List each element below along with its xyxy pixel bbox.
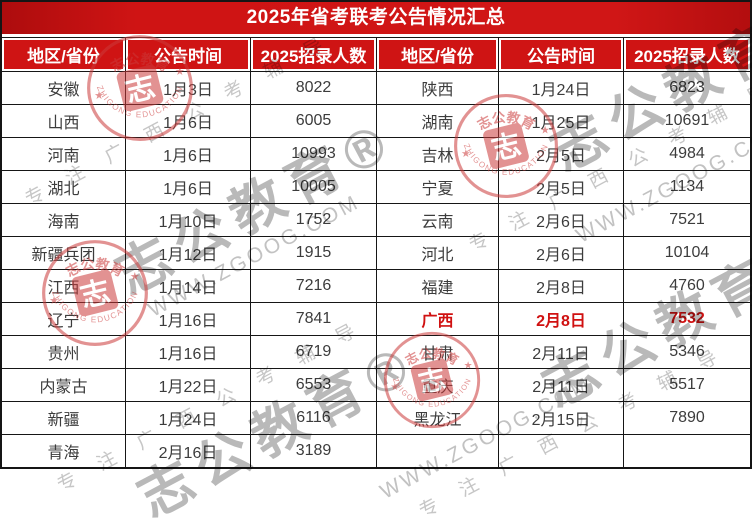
count-cell: 10104	[623, 236, 750, 269]
date-cell	[498, 434, 623, 467]
region-cell: 内蒙古	[2, 368, 125, 401]
col-header-region-left: 地区/省份	[2, 37, 125, 71]
region-cell: 湖南	[376, 104, 498, 137]
count-cell: 10005	[250, 170, 376, 203]
region-cell: 湖北	[2, 170, 125, 203]
region-cell: 吉林	[376, 137, 498, 170]
date-cell: 1月6日	[125, 137, 250, 170]
date-cell: 1月25日	[498, 104, 623, 137]
region-cell: 新疆	[2, 401, 125, 434]
region-cell: 陕西	[376, 71, 498, 104]
region-cell: 甘肃	[376, 335, 498, 368]
date-cell: 2月5日	[498, 170, 623, 203]
region-cell: 广西	[376, 302, 498, 335]
date-cell: 2月11日	[498, 335, 623, 368]
count-cell: 8022	[250, 71, 376, 104]
table-title: 2025年省考联考公告情况汇总	[2, 2, 750, 37]
count-cell: 6719	[250, 335, 376, 368]
count-cell: 4984	[623, 137, 750, 170]
table-grid: 地区/省份 公告时间 2025招录人数 地区/省份 公告时间 2025招录人数 …	[2, 37, 750, 467]
region-cell: 河南	[2, 137, 125, 170]
region-cell: 云南	[376, 203, 498, 236]
date-cell: 1月24日	[498, 71, 623, 104]
date-cell: 1月24日	[125, 401, 250, 434]
count-cell: 1752	[250, 203, 376, 236]
date-cell: 2月15日	[498, 401, 623, 434]
date-cell: 1月10日	[125, 203, 250, 236]
region-cell	[376, 434, 498, 467]
date-cell: 1月22日	[125, 368, 250, 401]
date-cell: 1月3日	[125, 71, 250, 104]
count-cell: 6005	[250, 104, 376, 137]
count-cell: 4760	[623, 269, 750, 302]
region-cell: 安徽	[2, 71, 125, 104]
region-cell: 海南	[2, 203, 125, 236]
count-cell: 6823	[623, 71, 750, 104]
date-cell: 1月12日	[125, 236, 250, 269]
count-cell: 7841	[250, 302, 376, 335]
region-cell: 山西	[2, 104, 125, 137]
date-cell: 2月11日	[498, 368, 623, 401]
region-cell: 青海	[2, 434, 125, 467]
date-cell: 2月16日	[125, 434, 250, 467]
col-header-date-left: 公告时间	[125, 37, 250, 71]
count-cell: 6116	[250, 401, 376, 434]
count-cell: 5517	[623, 368, 750, 401]
count-cell: 7532	[623, 302, 750, 335]
col-header-count-left: 2025招录人数	[250, 37, 376, 71]
count-cell	[623, 434, 750, 467]
exam-summary-table: 2025年省考联考公告情况汇总 地区/省份 公告时间 2025招录人数 地区/省…	[0, 0, 752, 469]
region-cell: 重庆	[376, 368, 498, 401]
region-cell: 江西	[2, 269, 125, 302]
date-cell: 1月14日	[125, 269, 250, 302]
count-cell: 7890	[623, 401, 750, 434]
count-cell: 10691	[623, 104, 750, 137]
count-cell: 3189	[250, 434, 376, 467]
count-cell: 7521	[623, 203, 750, 236]
col-header-count-right: 2025招录人数	[623, 37, 750, 71]
date-cell: 2月8日	[498, 269, 623, 302]
region-cell: 新疆兵团	[2, 236, 125, 269]
region-cell: 黑龙江	[376, 401, 498, 434]
count-cell: 10993	[250, 137, 376, 170]
count-cell: 7216	[250, 269, 376, 302]
date-cell: 1月16日	[125, 335, 250, 368]
region-cell: 贵州	[2, 335, 125, 368]
date-cell: 2月6日	[498, 203, 623, 236]
date-cell: 1月6日	[125, 104, 250, 137]
region-cell: 河北	[376, 236, 498, 269]
col-header-date-right: 公告时间	[498, 37, 623, 71]
region-cell: 福建	[376, 269, 498, 302]
region-cell: 辽宁	[2, 302, 125, 335]
date-cell: 2月5日	[498, 137, 623, 170]
date-cell: 2月6日	[498, 236, 623, 269]
date-cell: 1月16日	[125, 302, 250, 335]
count-cell: 6553	[250, 368, 376, 401]
date-cell: 2月8日	[498, 302, 623, 335]
region-cell: 宁夏	[376, 170, 498, 203]
count-cell: 1915	[250, 236, 376, 269]
date-cell: 1月6日	[125, 170, 250, 203]
count-cell: 5346	[623, 335, 750, 368]
count-cell: 1134	[623, 170, 750, 203]
col-header-region-right: 地区/省份	[376, 37, 498, 71]
